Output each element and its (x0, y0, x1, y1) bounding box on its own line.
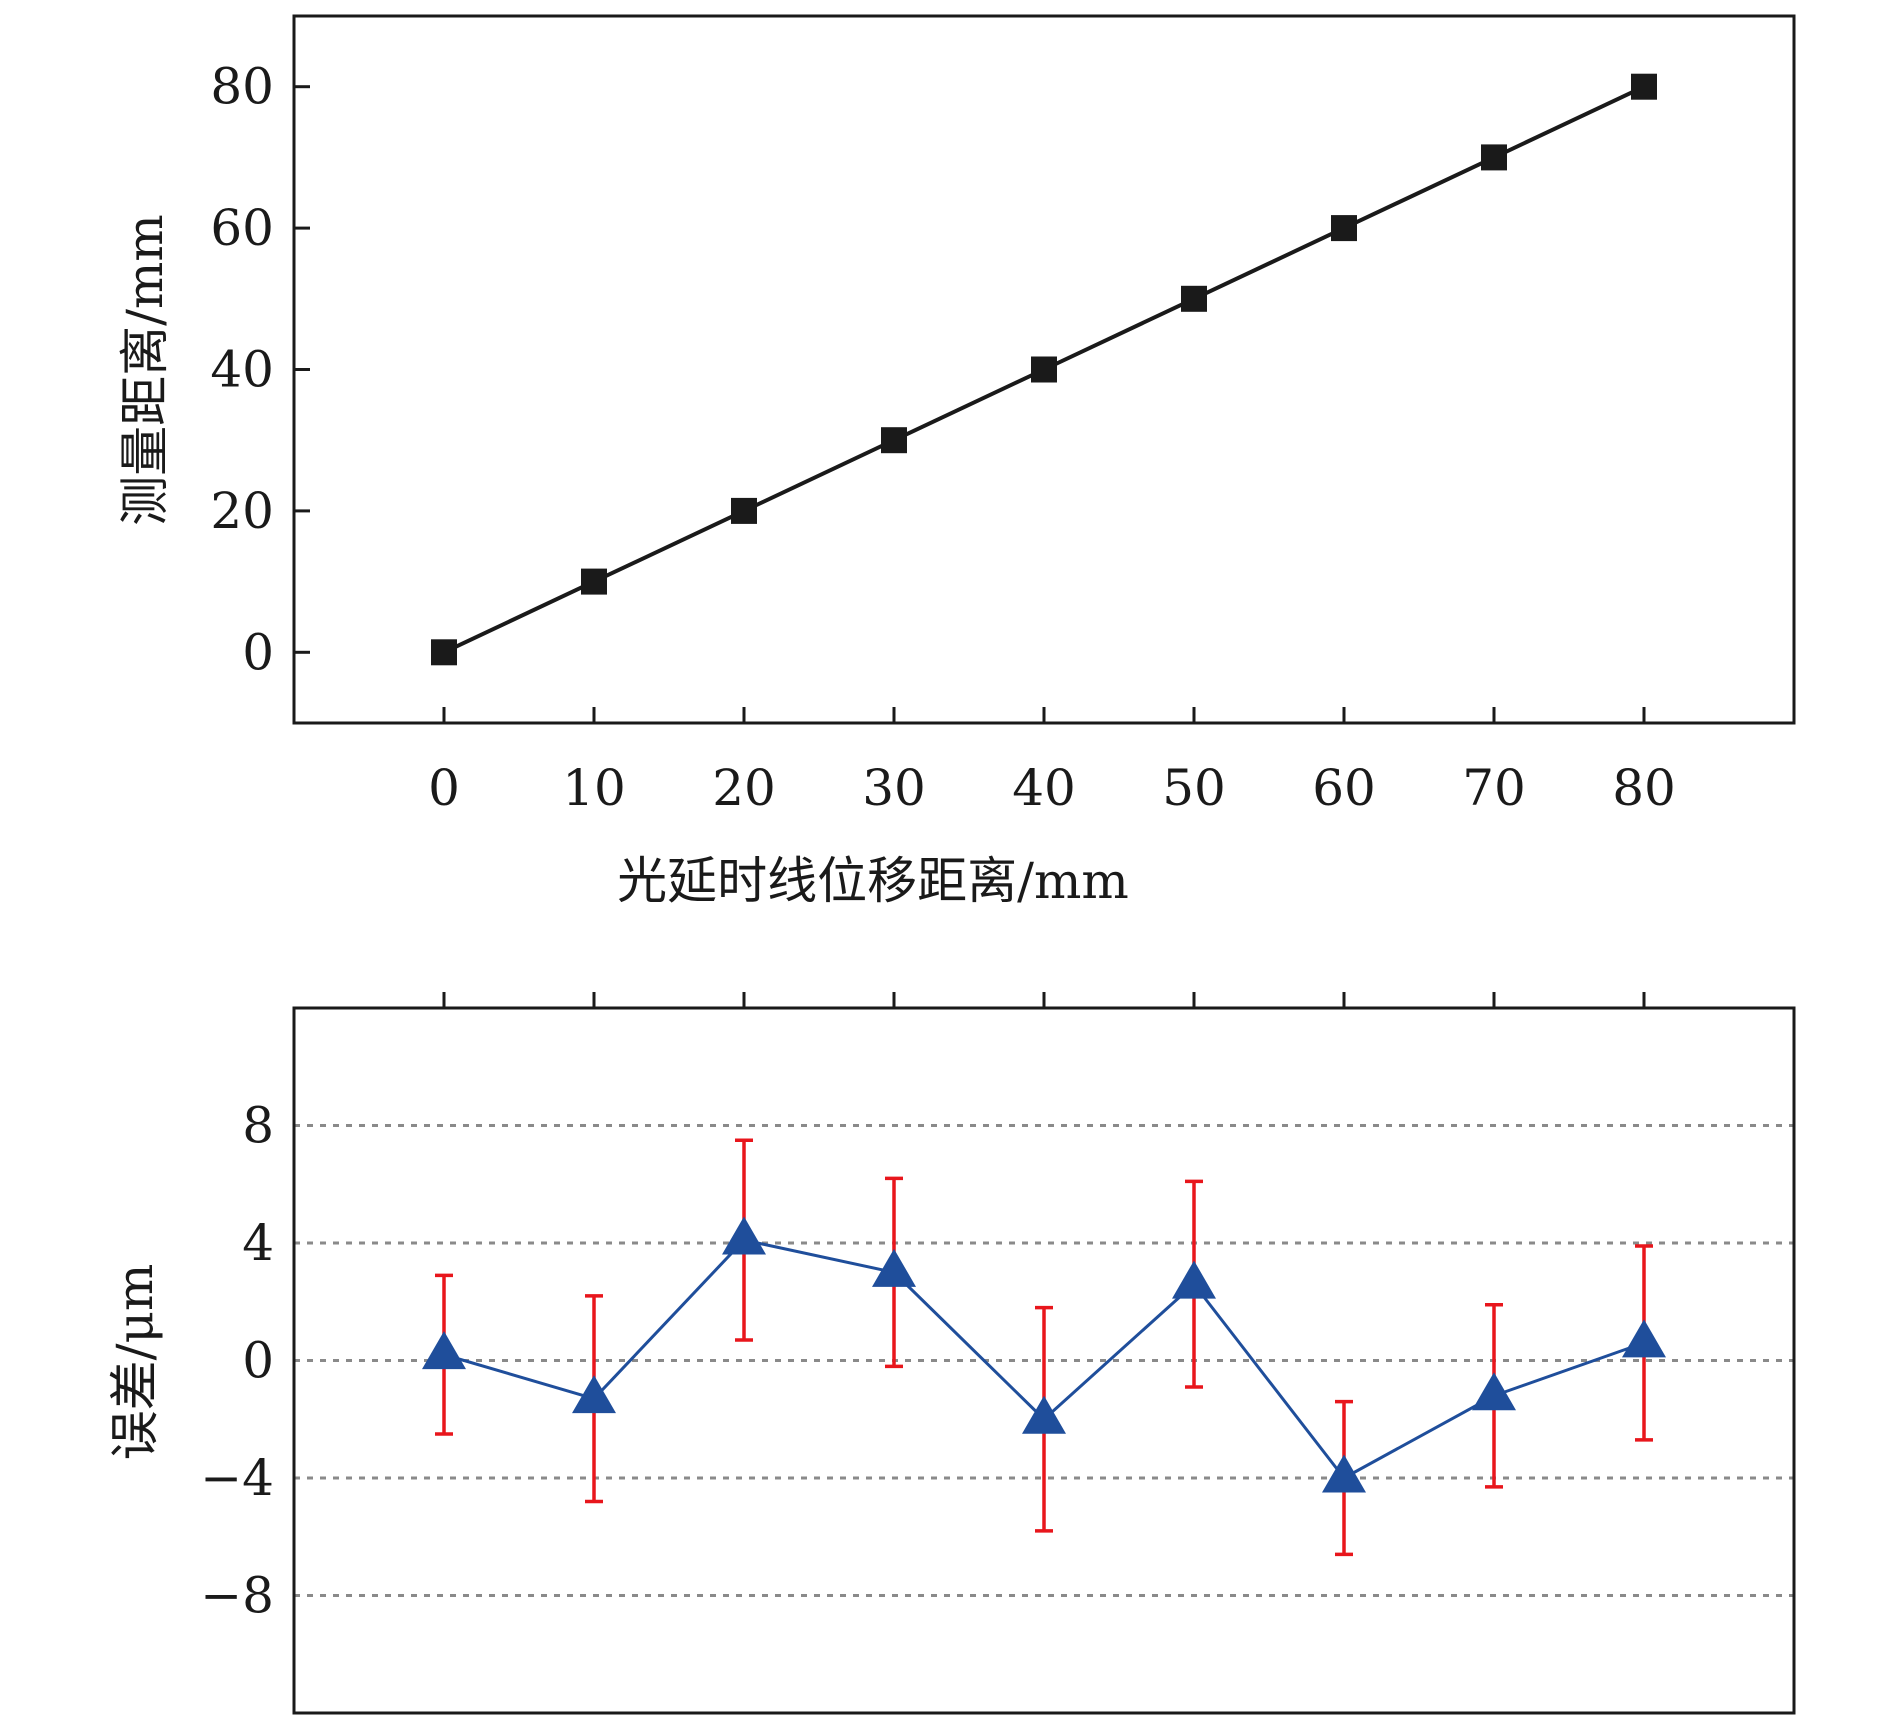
data-point-triangle (422, 1331, 466, 1370)
x-tick-label: 0 (428, 759, 460, 817)
y-tick-label: 80 (210, 58, 274, 116)
series-line-segment (743, 438, 895, 513)
series-line-segment (1343, 155, 1495, 230)
chart-bottom-error-bars (435, 1138, 1653, 1557)
y-tick-label: 20 (210, 482, 274, 540)
data-point-square (1181, 285, 1207, 312)
series-line-segment (1192, 1283, 1346, 1479)
data-point-triangle (572, 1375, 616, 1414)
y-tick-label: −4 (200, 1449, 274, 1507)
x-tick-label: 10 (562, 759, 626, 817)
data-point-square (881, 427, 907, 454)
x-tick-label: 60 (1312, 759, 1376, 817)
data-point-square (431, 639, 457, 666)
series-line-segment (1493, 84, 1645, 160)
chart-bottom-error: 8 4 0 −4 −8 误差/μm (106, 992, 1796, 1715)
data-point-triangle (872, 1248, 916, 1287)
data-point-square (581, 568, 607, 595)
chart-top-y-axis-title: 测量距离/mm (116, 214, 174, 526)
y-tick-label: 8 (242, 1097, 274, 1155)
data-point-square (1631, 73, 1657, 100)
y-tick-label: 4 (242, 1214, 274, 1272)
x-tick-label: 50 (1162, 759, 1226, 817)
chart-top-y-tick-labels: 0 20 40 60 80 (210, 58, 274, 682)
data-point-triangle (1622, 1319, 1666, 1358)
series-line-segment (1193, 226, 1345, 301)
x-tick-label: 20 (712, 759, 776, 817)
data-point-triangle (1472, 1372, 1516, 1411)
data-point-square (1331, 215, 1357, 242)
series-line-segment (1043, 296, 1195, 372)
series-line-segment (743, 1238, 895, 1274)
chart-top-x-axis-title: 光延时线位移距离/mm (617, 852, 1129, 910)
y-tick-label: 40 (210, 341, 274, 399)
data-point-square (1031, 356, 1057, 383)
x-tick-label: 40 (1012, 759, 1076, 817)
data-point-triangle (1022, 1395, 1066, 1434)
chart-top-markers (431, 73, 1657, 666)
x-tick-label: 80 (1612, 759, 1676, 817)
series-line-segment (1042, 1283, 1196, 1421)
series-line-segment (892, 1271, 1046, 1421)
y-tick-label: 0 (242, 1332, 274, 1390)
x-tick-label: 30 (862, 759, 926, 817)
data-point-square (731, 497, 757, 524)
chart-bottom-gridlines (294, 1124, 1794, 1597)
chart-bottom-series-line (443, 1238, 1645, 1480)
series-line-segment (443, 1353, 595, 1401)
y-tick-label: 0 (242, 623, 274, 681)
data-point-triangle (722, 1216, 766, 1255)
x-tick-label: 70 (1462, 759, 1526, 817)
chart-top-ticks (294, 85, 1646, 723)
series-line-segment (593, 509, 745, 584)
chart-top-x-tick-labels: 0 10 20 30 40 50 60 70 80 (428, 759, 1676, 817)
series-line-segment (1343, 1394, 1495, 1480)
y-tick-label: −8 (200, 1567, 274, 1625)
data-point-triangle (1322, 1454, 1366, 1493)
series-line-segment (1493, 1341, 1645, 1398)
data-point-square (1481, 144, 1507, 171)
chart-top-series-line (443, 84, 1645, 655)
chart-bottom-y-tick-labels: 8 4 0 −4 −8 (200, 1097, 274, 1625)
series-line-segment (443, 579, 595, 655)
chart-bottom-y-axis-title: 误差/μm (106, 1264, 164, 1461)
series-line-segment (893, 367, 1045, 443)
data-point-triangle (1172, 1260, 1216, 1299)
y-tick-label: 60 (210, 199, 274, 257)
chart-bottom-markers (422, 1216, 1666, 1493)
chart-bottom-ticks (442, 992, 1646, 1008)
series-line-segment (592, 1239, 746, 1400)
